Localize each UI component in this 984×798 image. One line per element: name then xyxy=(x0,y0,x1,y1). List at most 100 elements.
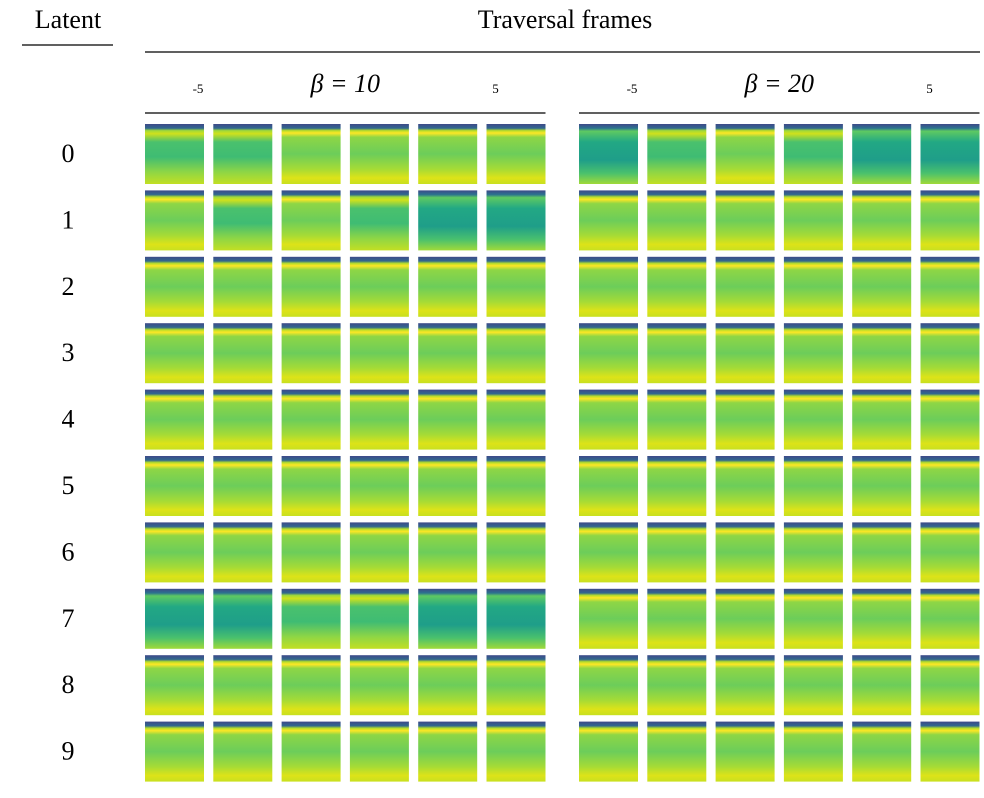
traversal-frame xyxy=(783,456,843,516)
traversal-frame xyxy=(579,256,638,317)
traversal-frame xyxy=(145,456,204,516)
traversal-frame xyxy=(213,190,273,251)
traversal-frame xyxy=(145,190,204,251)
traversal-frame xyxy=(852,124,912,184)
traversal-frame xyxy=(579,389,638,450)
traversal-frame xyxy=(647,124,707,184)
traversal-frame xyxy=(715,522,775,583)
traversal-frame xyxy=(920,721,980,782)
traversal-frame xyxy=(281,190,341,251)
traversal-frame xyxy=(281,323,341,384)
traversal-frame xyxy=(486,190,546,251)
traversal-frame xyxy=(418,190,478,251)
traversal-frame xyxy=(715,588,775,649)
traversal-frame xyxy=(213,456,273,516)
traversal-frame xyxy=(349,190,409,251)
traversal-frame xyxy=(486,389,546,450)
traversal-frame xyxy=(418,588,478,649)
traversal-frame xyxy=(783,389,843,450)
traversal-frame xyxy=(715,389,775,450)
traversal-frame xyxy=(213,323,273,384)
traversal-frame xyxy=(213,655,273,716)
traversal-frame xyxy=(579,456,638,516)
traversal-frame xyxy=(647,721,707,782)
traversal-header: Traversal frames xyxy=(478,5,652,34)
traversal-frame xyxy=(145,721,204,782)
traversal-frame xyxy=(783,588,843,649)
traversal-frame xyxy=(852,721,912,782)
traversal-frame xyxy=(647,389,707,450)
row-label: 4 xyxy=(62,405,75,434)
traversal-frame xyxy=(486,323,546,384)
traversal-frame xyxy=(349,389,409,450)
row-label: 0 xyxy=(62,139,75,168)
traversal-frame xyxy=(418,721,478,782)
traversal-frame xyxy=(145,323,204,384)
group-label: β = 10 xyxy=(310,69,381,98)
traversal-frame xyxy=(783,522,843,583)
row-label: 3 xyxy=(62,338,75,367)
group-label: β = 20 xyxy=(744,69,815,98)
traversal-frame xyxy=(647,190,707,251)
traversal-frame xyxy=(281,721,341,782)
traversal-frame xyxy=(647,522,707,583)
traversal-frame xyxy=(213,124,273,184)
traversal-frame xyxy=(418,323,478,384)
traversal-frame xyxy=(213,522,273,583)
traversal-frame xyxy=(418,456,478,516)
traversal-frame xyxy=(715,190,775,251)
row-label: 7 xyxy=(62,604,75,633)
traversal-frame xyxy=(145,655,204,716)
traversal-frame xyxy=(579,522,638,583)
traversal-frame xyxy=(852,456,912,516)
traversal-frame xyxy=(349,522,409,583)
traversal-frame xyxy=(486,522,546,583)
traversal-frame xyxy=(647,655,707,716)
row-label: 1 xyxy=(62,205,75,234)
traversal-frame xyxy=(281,588,341,649)
traversal-frame xyxy=(281,522,341,583)
row-label: 6 xyxy=(62,537,75,566)
traversal-frame xyxy=(145,256,204,317)
traversal-frame xyxy=(920,323,980,384)
traversal-frame xyxy=(647,588,707,649)
traversal-frame xyxy=(486,256,546,317)
traversal-frame xyxy=(852,256,912,317)
traversal-frame xyxy=(579,124,638,184)
traversal-frame xyxy=(213,721,273,782)
traversal-frame xyxy=(486,588,546,649)
traversal-frame xyxy=(783,256,843,317)
traversal-frame xyxy=(920,256,980,317)
traversal-frame xyxy=(647,256,707,317)
traversal-frame xyxy=(579,323,638,384)
traversal-frame xyxy=(349,655,409,716)
traversal-frame xyxy=(647,456,707,516)
traversal-frame xyxy=(852,655,912,716)
traversal-frame xyxy=(715,124,775,184)
traversal-frame xyxy=(579,721,638,782)
traversal-frame xyxy=(418,124,478,184)
traversal-frame xyxy=(281,655,341,716)
traversal-frame xyxy=(349,588,409,649)
traversal-frame xyxy=(418,655,478,716)
traversal-frame xyxy=(852,522,912,583)
traversal-frame xyxy=(486,655,546,716)
traversal-frame xyxy=(579,190,638,251)
traversal-frame xyxy=(783,124,843,184)
traversal-frame xyxy=(349,456,409,516)
traversal-frame xyxy=(145,522,204,583)
row-label: 5 xyxy=(62,471,75,500)
traversal-frame xyxy=(852,190,912,251)
traversal-frame xyxy=(281,256,341,317)
traversal-frame xyxy=(715,456,775,516)
traversal-frame xyxy=(920,655,980,716)
traversal-frame xyxy=(852,323,912,384)
range-end: 5 xyxy=(926,81,933,96)
traversal-frame xyxy=(486,124,546,184)
traversal-frame xyxy=(213,256,273,317)
traversal-frame xyxy=(920,588,980,649)
traversal-frame xyxy=(783,190,843,251)
traversal-frame xyxy=(281,389,341,450)
